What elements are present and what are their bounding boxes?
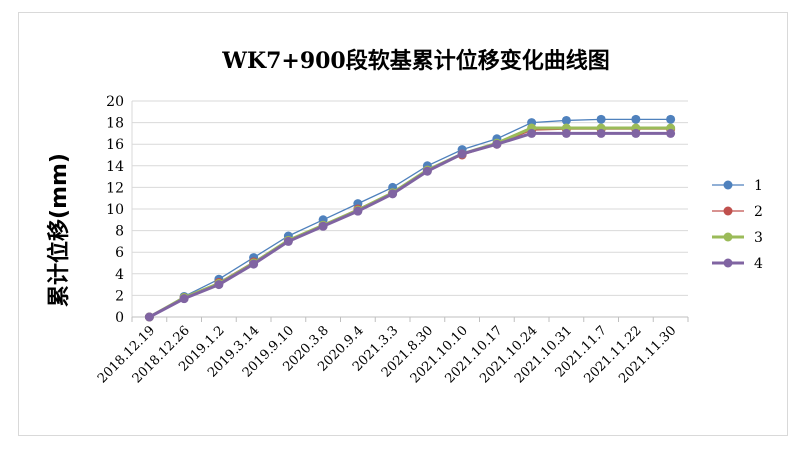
series-line-2 xyxy=(149,128,671,318)
data-point-4 xyxy=(249,259,259,269)
data-point-4 xyxy=(214,280,224,290)
legend-label-3: 3 xyxy=(754,230,763,246)
data-point-4 xyxy=(492,139,502,149)
data-point-4 xyxy=(631,128,641,138)
series-layer xyxy=(144,114,676,322)
data-point-1 xyxy=(631,114,641,124)
data-point-4 xyxy=(561,128,571,138)
y-tick-label: 2 xyxy=(115,288,124,304)
data-point-4 xyxy=(353,206,363,216)
gridlines xyxy=(131,100,689,322)
legend-marker-3 xyxy=(723,232,733,242)
y-tick-label: 4 xyxy=(115,267,124,283)
data-point-4 xyxy=(527,128,537,138)
y-tick-label: 16 xyxy=(106,137,124,153)
y-tick-label: 12 xyxy=(106,180,124,196)
y-tick-label: 0 xyxy=(115,310,124,326)
y-tick-label: 20 xyxy=(106,94,124,110)
data-point-4 xyxy=(144,312,154,322)
chart-frame xyxy=(18,12,788,436)
legend-marker-4 xyxy=(723,258,733,268)
legend-label-1: 1 xyxy=(754,178,763,194)
legend: 1 2 3 4 xyxy=(712,178,763,272)
data-point-1 xyxy=(596,114,606,124)
data-point-4 xyxy=(422,166,432,176)
data-point-1 xyxy=(561,115,571,125)
y-tick-label: 10 xyxy=(106,202,124,218)
data-point-4 xyxy=(596,128,606,138)
data-point-4 xyxy=(179,294,189,304)
series-line-1 xyxy=(149,118,671,318)
legend-label-2: 2 xyxy=(754,204,763,220)
y-tick-label: 14 xyxy=(106,159,124,175)
legend-marker-1 xyxy=(723,180,733,190)
y-axis-label: 累计位移(mm) xyxy=(46,153,72,307)
data-point-4 xyxy=(318,221,328,231)
legend-label-4: 4 xyxy=(754,256,763,272)
data-point-1 xyxy=(666,114,676,124)
chart-title: WK7+900段软基累计位移变化曲线图 xyxy=(221,48,610,74)
x-axis-ticks: 2018.12.192018.12.262019.1.22019.3.14201… xyxy=(95,323,679,386)
data-point-4 xyxy=(666,128,676,138)
y-tick-label: 8 xyxy=(115,224,124,240)
data-point-4 xyxy=(388,189,398,199)
y-tick-label: 6 xyxy=(115,245,124,261)
y-tick-label: 18 xyxy=(106,116,124,132)
data-point-4 xyxy=(457,149,467,159)
legend-marker-2 xyxy=(723,206,733,216)
y-axis-ticks: 0 2 4 6 8 10 12 14 16 18 20 xyxy=(106,94,124,326)
series-line-3 xyxy=(148,126,671,319)
series-line-4 xyxy=(148,131,671,319)
data-point-4 xyxy=(283,236,293,246)
